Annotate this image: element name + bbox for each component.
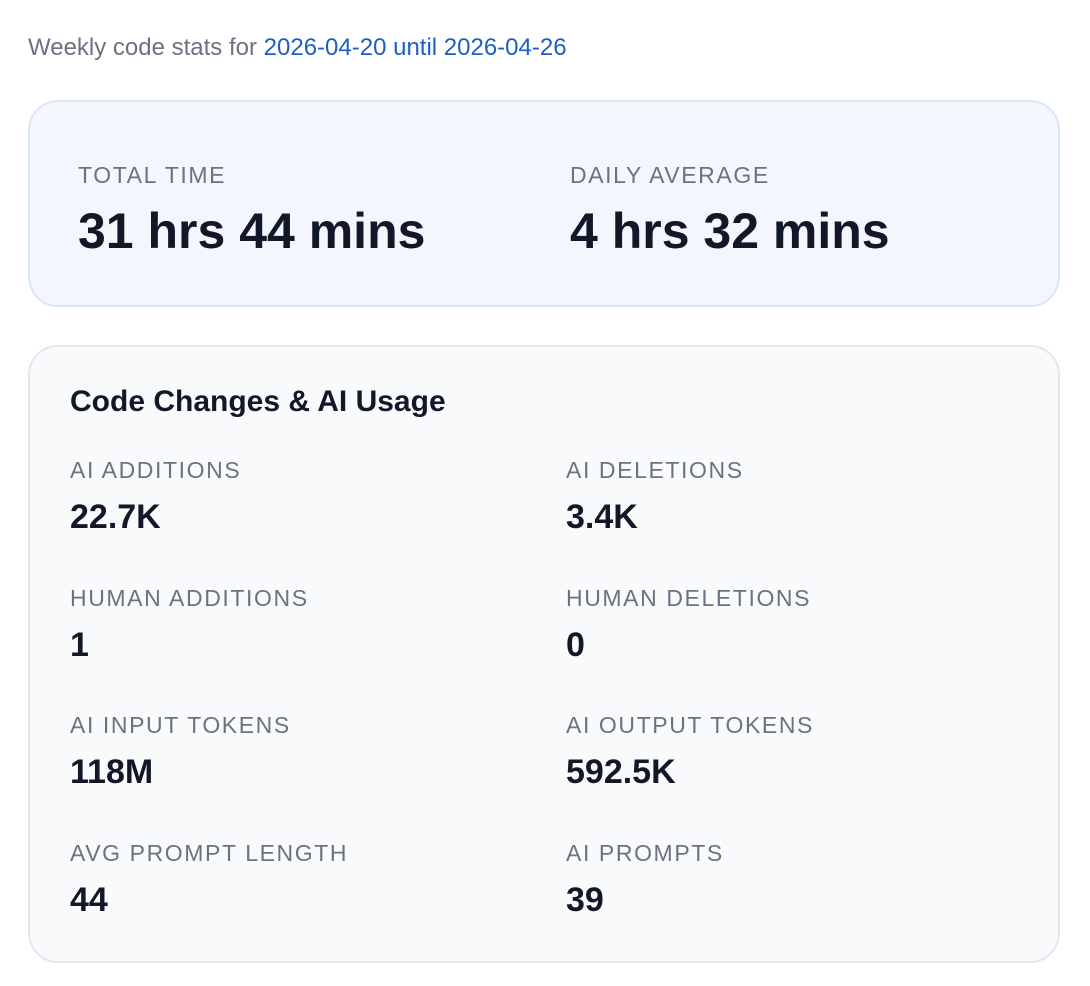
summary-label: DAILY AVERAGE — [570, 162, 770, 188]
stat-label: AI OUTPUT TOKENS — [566, 712, 814, 738]
stat-label: AI ADDITIONS — [70, 457, 242, 483]
stat-label: HUMAN ADDITIONS — [70, 584, 309, 611]
stat-value: 0 — [566, 625, 585, 664]
date-range-link[interactable]: 2026-04-20 until 2026-04-26 — [263, 34, 567, 61]
stats-card: Code Changes & AI Usage AI ADDITIONS 22.7… — [28, 345, 1060, 963]
stat-label: HUMAN DELETIONS — [566, 584, 812, 611]
stat-value: 3.4K — [566, 498, 638, 536]
summary-card: TOTAL TIME 31 hrs 44 mins DAILY AVERAGE 4 h… — [28, 100, 1060, 307]
stat-value: 44 — [70, 880, 108, 919]
stat-value: 1 — [70, 625, 89, 664]
header: Weekly code stats for 2026-04-20 until 2… — [28, 34, 567, 62]
stat-label: AVG PROMPT LENGTH — [70, 839, 349, 866]
stat-value: 118M — [70, 753, 154, 791]
summary-value: 4 hrs 32 mins — [570, 203, 890, 259]
stat-value: 22.7K — [70, 498, 161, 536]
stat-label: AI DELETIONS — [566, 457, 744, 483]
summary-value: 31 hrs 44 mins — [78, 203, 426, 259]
summary-label: TOTAL TIME — [78, 162, 227, 188]
stat-label: AI INPUT TOKENS — [70, 712, 291, 738]
section-title: Code Changes & AI Usage — [70, 385, 446, 418]
stat-label: AI PROMPTS — [566, 839, 724, 866]
stat-value: 39 — [566, 880, 604, 919]
header-prefix: Weekly code stats for — [28, 34, 257, 61]
stat-value: 592.5K — [566, 753, 676, 791]
